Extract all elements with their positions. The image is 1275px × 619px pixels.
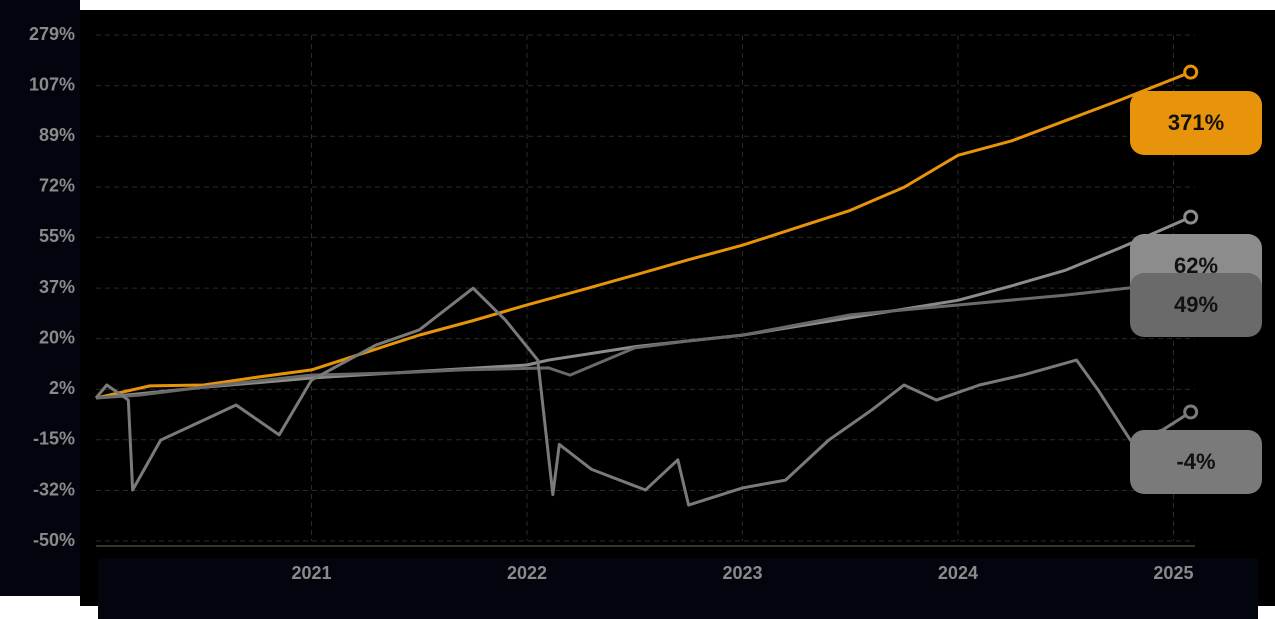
badge-label: 49%: [1174, 292, 1218, 317]
y-tick-label: 2%: [49, 378, 75, 398]
series-line: [95, 70, 1192, 400]
y-tick-label: -32%: [33, 479, 75, 499]
end-marker: [1183, 64, 1199, 80]
y-tick-label: -50%: [33, 530, 75, 550]
x-tick-label: 2023: [722, 563, 762, 583]
value-badge: [1130, 273, 1262, 337]
plot-background: [80, 10, 1275, 606]
y-axis-panel: [0, 0, 80, 596]
badge-label: -4%: [1176, 449, 1215, 474]
y-tick-label: 89%: [39, 125, 75, 145]
end-marker: [1183, 209, 1199, 225]
y-tick-label: 20%: [39, 327, 75, 347]
x-tick-label: 2024: [938, 563, 978, 583]
series-line: [94, 286, 1192, 507]
y-tick-label: 107%: [29, 74, 75, 94]
x-axis-panel: [98, 558, 1258, 619]
y-tick-label: 72%: [39, 176, 75, 196]
value-badge: [1130, 430, 1262, 494]
value-badge: [1130, 91, 1262, 155]
y-tick-label: 279%: [29, 24, 75, 44]
y-tick-label: 37%: [39, 277, 75, 297]
x-tick-label: 2021: [291, 563, 331, 583]
end-marker: [1183, 404, 1199, 420]
series-line: [95, 281, 1174, 400]
badge-label: 371%: [1168, 110, 1224, 135]
x-tick-label: 2025: [1153, 563, 1193, 583]
y-tick-label: 55%: [39, 226, 75, 246]
x-tick-label: 2022: [507, 563, 547, 583]
y-tick-label: -15%: [33, 429, 75, 449]
